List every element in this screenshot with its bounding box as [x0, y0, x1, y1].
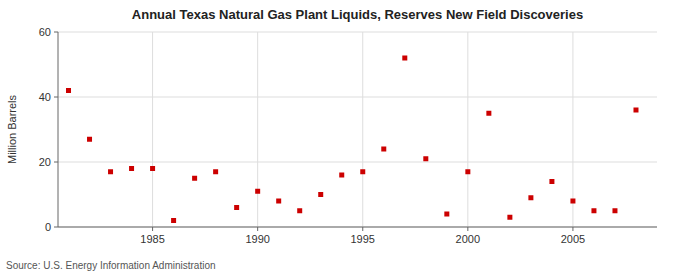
y-tick-label: 20	[39, 156, 51, 168]
y-tick	[54, 227, 58, 228]
y-tick	[54, 97, 58, 98]
point	[339, 173, 344, 178]
x-tick	[362, 227, 363, 231]
y-tick-label: 40	[39, 91, 51, 103]
y-grid-line	[58, 32, 657, 33]
y-tick	[54, 32, 58, 33]
grid	[58, 32, 657, 227]
point	[87, 137, 92, 142]
point	[150, 166, 155, 171]
y-tick-label: 0	[45, 221, 51, 233]
point	[402, 56, 407, 61]
point	[486, 111, 491, 116]
y-axis-label: Million Barrels	[6, 94, 18, 164]
x-tick-label: 2005	[561, 233, 585, 245]
point	[444, 212, 449, 217]
x-grid-line	[257, 32, 258, 227]
x-tick	[467, 227, 468, 231]
point	[465, 169, 470, 174]
point	[612, 208, 617, 213]
x-tick-label: 1995	[351, 233, 375, 245]
x-grid-line	[362, 32, 363, 227]
title: Annual Texas Natural Gas Plant Liquids, …	[132, 7, 583, 22]
y-grid-line	[58, 97, 657, 98]
point	[318, 192, 323, 197]
point	[192, 176, 197, 181]
y-tick-label: 60	[39, 26, 51, 38]
y-tick	[54, 162, 58, 163]
x-tick-label: 1990	[245, 233, 269, 245]
point	[360, 169, 365, 174]
point	[297, 208, 302, 213]
point	[129, 166, 134, 171]
point	[213, 169, 218, 174]
x-tick-label: 1985	[140, 233, 164, 245]
x-grid-line	[467, 32, 468, 227]
x-grid-line	[152, 32, 153, 227]
point	[570, 199, 575, 204]
point	[255, 189, 260, 194]
point	[171, 218, 176, 223]
point	[423, 156, 428, 161]
y-grid-line	[58, 162, 657, 163]
point	[633, 108, 638, 113]
point	[234, 205, 239, 210]
x-tick	[257, 227, 258, 231]
point	[528, 195, 533, 200]
point	[276, 199, 281, 204]
point	[381, 147, 386, 152]
x-grid-line	[572, 32, 573, 227]
y-grid-line	[58, 227, 657, 228]
chart: 1985 1990 1995 2000 2005 0 20 40 60 Million Barre…	[0, 0, 675, 275]
x-tick	[572, 227, 573, 231]
x-tick	[152, 227, 153, 231]
point	[66, 88, 71, 93]
source-note: Source: U.S. Energy Information Administ…	[6, 260, 216, 271]
point	[591, 208, 596, 213]
points	[66, 56, 638, 224]
y-axis-line	[58, 32, 59, 227]
x-axis-line	[58, 227, 657, 228]
point	[549, 179, 554, 184]
x-tick-label: 2000	[456, 233, 480, 245]
point	[108, 169, 113, 174]
point	[507, 215, 512, 220]
